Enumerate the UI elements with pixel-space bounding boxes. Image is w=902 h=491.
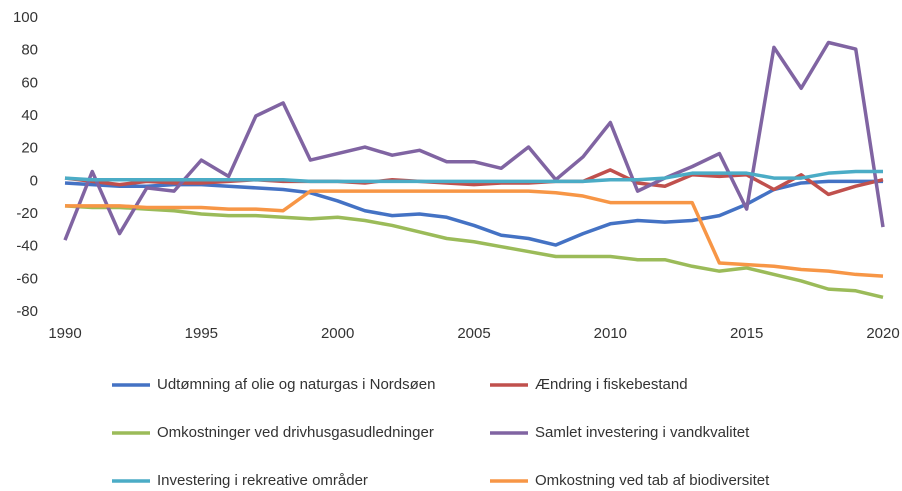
y-tick-label: 60 [21,74,38,91]
x-tick-label: 2000 [321,325,354,342]
y-tick-label: -60 [16,270,38,287]
x-tick-label: 2010 [594,325,627,342]
legend-label: Ændring i fiskebestand [535,376,688,393]
y-tick-label: -40 [16,238,38,255]
series-line [63,40,885,241]
series-line [64,169,883,184]
x-tick-label: 2005 [457,325,490,342]
y-tick-label: -80 [16,303,38,320]
legend-label: Omkostning ved tab af biodiversitet [535,472,770,489]
x-tick-label: 2015 [730,325,763,342]
series-line [64,204,884,300]
legend-label: Udtømning af olie og naturgas i Nordsøen [157,376,435,393]
y-tick-label: 100 [13,9,38,26]
y-tick-label: 0 [30,172,38,189]
y-tick-label: -20 [16,205,38,222]
x-tick-label: 1995 [185,325,218,342]
series-line [65,189,884,278]
y-tick-label: 80 [21,42,38,59]
x-tick-label: 2020 [866,325,899,342]
y-tick-label: 20 [21,140,38,157]
x-tick-label: 1990 [48,325,81,342]
legend-label: Omkostninger ved drivhusgasudledninger [157,424,434,441]
y-tick-label: 40 [21,107,38,124]
legend-label: Investering i rekreative områder [157,472,368,489]
legend-label: Samlet investering i vandkvalitet [535,424,750,441]
